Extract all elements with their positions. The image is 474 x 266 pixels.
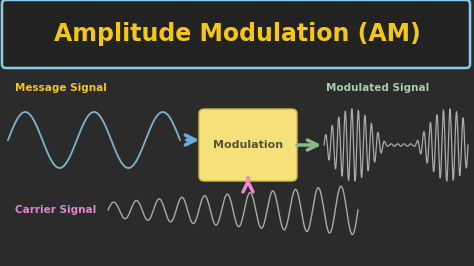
- Text: Amplitude Modulation (AM): Amplitude Modulation (AM): [54, 22, 420, 46]
- FancyBboxPatch shape: [199, 109, 297, 181]
- Text: Message Signal: Message Signal: [15, 83, 107, 93]
- FancyBboxPatch shape: [2, 0, 470, 68]
- Text: Carrier Signal: Carrier Signal: [15, 205, 96, 215]
- Text: Modulation: Modulation: [213, 140, 283, 150]
- Text: Modulated Signal: Modulated Signal: [326, 83, 429, 93]
